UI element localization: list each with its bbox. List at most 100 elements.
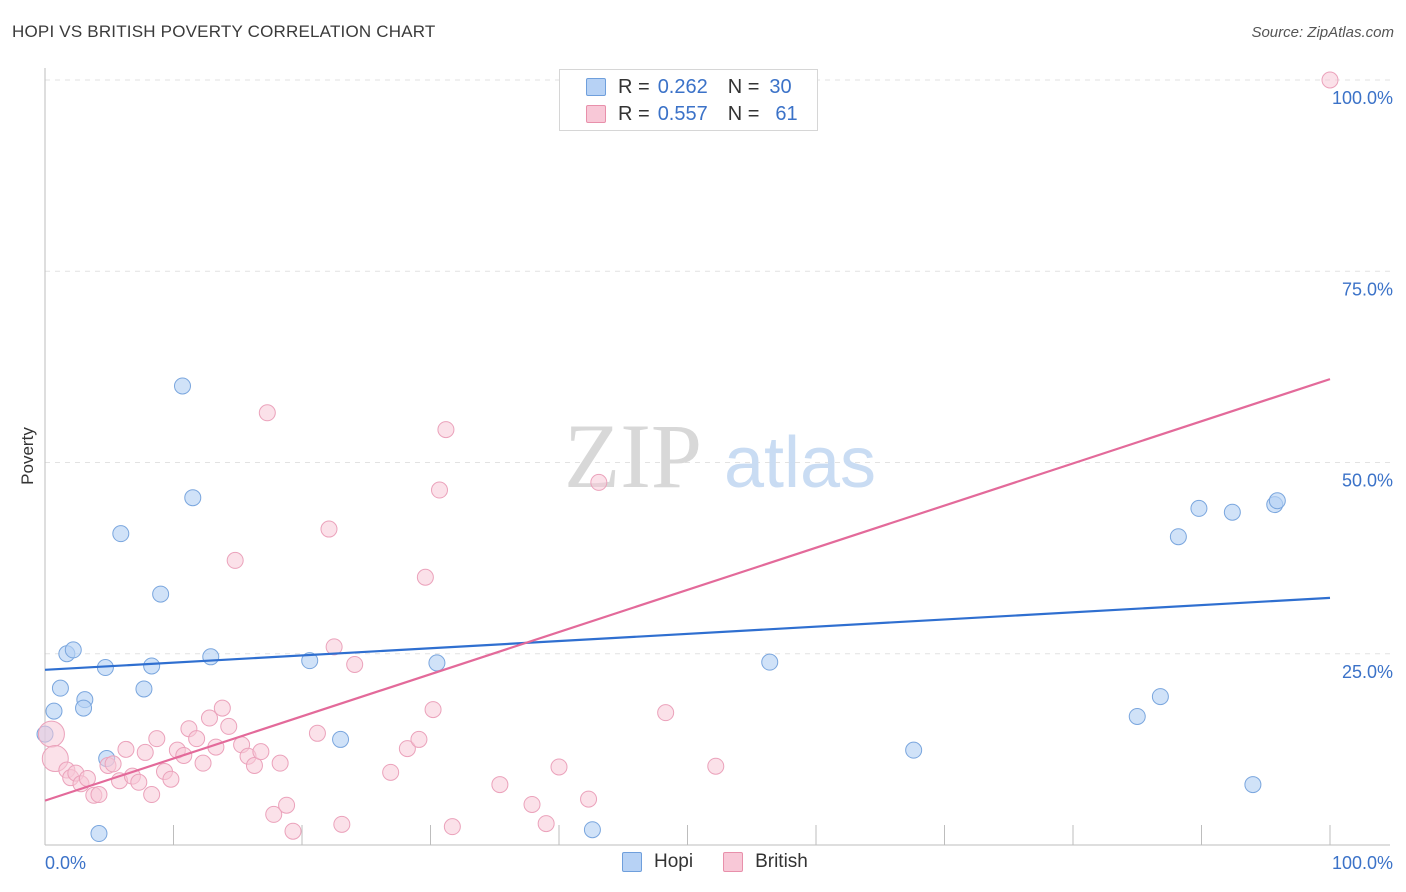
- british-point: [90, 786, 108, 804]
- hopi-point: [905, 741, 923, 759]
- hopi-point: [45, 702, 63, 720]
- tick-labels: 25.0% 50.0% 75.0% 100.0% 0.0% 100.0%: [45, 88, 1393, 873]
- british-point: [284, 822, 302, 840]
- british-point: [707, 757, 725, 775]
- british-point: [550, 758, 568, 776]
- hopi-point: [761, 653, 779, 671]
- british-point: [252, 743, 270, 761]
- hopi-legend-label: Hopi: [654, 851, 694, 872]
- british-point: [580, 790, 598, 808]
- british-point: [226, 551, 244, 569]
- british-point: [200, 709, 218, 727]
- hopi-point: [51, 679, 69, 697]
- hopi-point: [583, 821, 601, 839]
- hopi-n-value: 30: [769, 75, 792, 98]
- british-n-value: 61: [775, 102, 798, 125]
- british-point: [136, 743, 154, 761]
- british-legend-label: British: [755, 851, 808, 872]
- y-tick-label: 25.0%: [1342, 662, 1393, 682]
- stats-legend: R = 0.262 N = 30 R = 0.557 N = 61: [559, 69, 818, 131]
- series-legend: Hopi British: [622, 851, 838, 873]
- hopi-point: [75, 699, 93, 717]
- trend-lines: [44, 378, 1331, 802]
- british-point: [220, 717, 238, 735]
- british-point: [117, 740, 135, 758]
- hopi-point: [332, 730, 350, 748]
- hopi-point: [428, 654, 446, 672]
- hopi-legend-swatch: [622, 852, 642, 872]
- british-point: [320, 520, 338, 538]
- hopi-point: [1169, 528, 1187, 546]
- british-point: [278, 796, 296, 814]
- r-label: R =: [618, 102, 650, 125]
- british-point: [398, 740, 416, 758]
- legend-item-hopi: Hopi: [622, 851, 693, 873]
- british-point: [148, 730, 166, 748]
- british-point: [537, 815, 555, 833]
- hopi-point: [1268, 492, 1286, 510]
- y-tick-label: 100.0%: [1332, 88, 1393, 108]
- x-tick-label-end: 100.0%: [1332, 853, 1393, 873]
- legend-row-british: R = 0.557 N = 61: [586, 101, 798, 127]
- r-label: R =: [618, 75, 650, 98]
- hopi-swatch: [586, 78, 606, 96]
- british-point: [308, 724, 326, 742]
- british-point: [410, 730, 428, 748]
- hopi-r-value: 0.262: [657, 75, 708, 98]
- hopi-point: [112, 525, 130, 543]
- british-point: [1321, 71, 1339, 89]
- watermark-atlas: atlas: [724, 423, 876, 503]
- british-point: [188, 730, 206, 748]
- british-point: [416, 568, 434, 586]
- british-point: [382, 763, 400, 781]
- watermark: ZIP atlas: [564, 405, 876, 507]
- gridlines: [45, 79, 1390, 655]
- british-points: [37, 71, 1339, 840]
- hopi-point: [143, 657, 161, 675]
- y-tick-label: 50.0%: [1342, 471, 1393, 491]
- british-point: [162, 770, 180, 788]
- hopi-point: [1151, 688, 1169, 706]
- british-point: [130, 773, 148, 791]
- british-point: [213, 699, 231, 717]
- british-point: [245, 756, 263, 774]
- hopi-point: [90, 825, 108, 843]
- british-point: [271, 754, 289, 772]
- british-point: [333, 815, 351, 833]
- hopi-point: [173, 377, 191, 395]
- british-point: [325, 638, 343, 656]
- british-point: [523, 795, 541, 813]
- british-point: [437, 421, 455, 439]
- hopi-point: [1244, 776, 1262, 794]
- british-point: [258, 404, 276, 422]
- british-legend-swatch: [723, 852, 744, 872]
- hopi-point: [152, 585, 170, 603]
- british-trend-line: [44, 378, 1331, 802]
- y-axis-label: Poverty: [18, 427, 37, 485]
- british-point: [346, 655, 364, 673]
- british-point: [424, 701, 442, 719]
- hopi-point: [135, 680, 153, 698]
- axes: [44, 68, 1390, 846]
- watermark-zip: ZIP: [564, 405, 702, 507]
- british-point: [491, 776, 509, 794]
- british-point: [194, 754, 212, 772]
- british-r-value: 0.557: [657, 102, 708, 125]
- british-point: [37, 720, 65, 748]
- n-label: N =: [727, 75, 760, 98]
- british-point: [590, 473, 608, 491]
- source-label: Source: ZipAtlas.com: [1251, 24, 1394, 41]
- hopi-trend-line: [44, 596, 1331, 671]
- hopi-point: [184, 489, 202, 507]
- british-point: [143, 786, 161, 804]
- hopi-point: [1128, 707, 1146, 725]
- hopi-point: [1190, 499, 1208, 517]
- british-swatch: [586, 105, 606, 123]
- chart-title: HOPI VS BRITISH POVERTY CORRELATION CHAR…: [12, 22, 436, 41]
- x-tick-label-start: 0.0%: [45, 853, 86, 873]
- british-point: [104, 755, 122, 773]
- hopi-point: [301, 652, 319, 670]
- hopi-point: [64, 641, 82, 659]
- british-point: [443, 818, 461, 836]
